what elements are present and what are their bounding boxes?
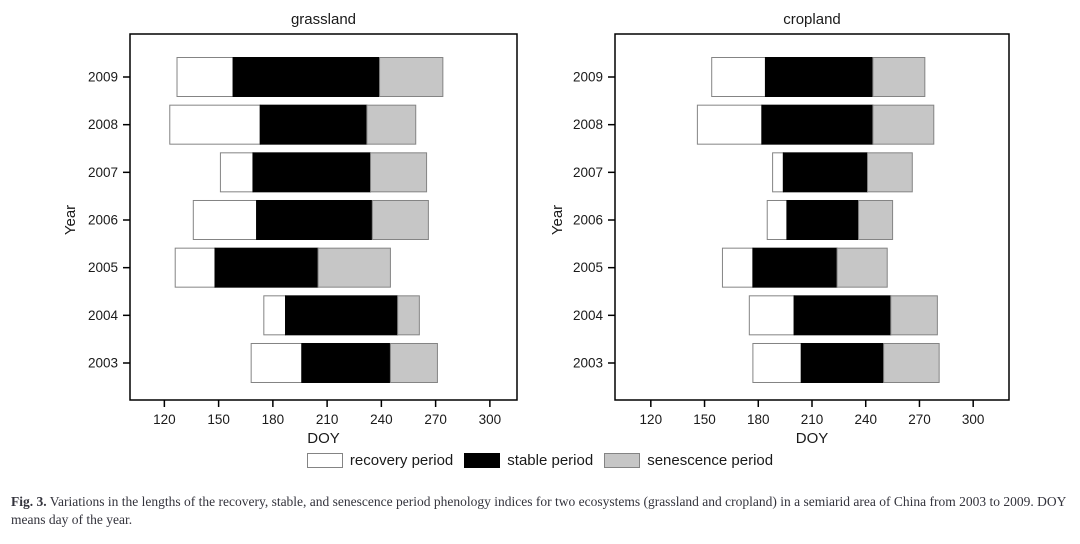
x-tick-label: 120 <box>640 412 663 427</box>
y-axis-label-cropland: Year <box>549 204 566 236</box>
bar-segment-stable-2009 <box>232 57 381 97</box>
x-tick-label: 180 <box>262 412 285 427</box>
bar-segment-senescence-2007 <box>867 152 913 193</box>
bar-segment-stable-2004 <box>793 295 892 336</box>
plot-box <box>129 33 518 401</box>
bar-segment-stable-2007 <box>782 152 869 193</box>
bar-segment-recovery-2009 <box>711 57 766 97</box>
bar-segment-senescence-2003 <box>389 342 438 383</box>
bar-segment-senescence-2005 <box>317 247 391 288</box>
bar-segment-senescence-2006 <box>858 199 894 240</box>
y-axis-label-grassland: Year <box>62 204 79 236</box>
bar-segment-senescence-2004 <box>397 295 420 336</box>
legend-item-senescence: senescence period <box>604 452 773 469</box>
bar-segment-senescence-2006 <box>371 199 429 240</box>
bar-segment-stable-2007 <box>252 152 372 193</box>
legend-label: stable period <box>507 452 594 469</box>
bar-segment-senescence-2004 <box>890 295 938 336</box>
x-tick-label: 300 <box>962 412 985 427</box>
legend-label: senescence period <box>647 452 774 469</box>
legend-label: recovery period <box>349 452 454 469</box>
caption-text: Variations in the lengths of the recover… <box>11 494 1066 527</box>
bar-segment-recovery-2007 <box>772 152 784 193</box>
bar-segment-senescence-2003 <box>883 342 940 383</box>
bar-segment-senescence-2008 <box>872 104 935 145</box>
y-tick-label: 2008 <box>573 117 603 132</box>
bar-segment-stable-2006 <box>786 199 860 240</box>
y-tick-label: 2006 <box>573 212 603 227</box>
bar-segment-stable-2008 <box>259 104 368 145</box>
bar-segment-recovery-2005 <box>721 247 754 288</box>
bar-segment-stable-2003 <box>800 342 885 383</box>
y-tick-label: 2008 <box>88 117 118 132</box>
bar-segment-stable-2009 <box>764 57 874 97</box>
bar-segment-stable-2003 <box>301 342 391 383</box>
x-tick-label: 270 <box>424 412 447 427</box>
x-tick-label: 240 <box>854 412 877 427</box>
y-tick-label: 2004 <box>88 308 119 323</box>
figure-caption: Fig. 3. Variations in the lengths of the… <box>11 493 1071 528</box>
bar-segment-senescence-2009 <box>379 57 444 97</box>
x-axis-label-cropland: DOY <box>795 430 829 447</box>
bar-segment-recovery-2005 <box>174 247 216 288</box>
bar-segment-recovery-2006 <box>192 199 258 240</box>
charts-canvas: 120 150 180 210 240 270 300 2009 2008 2007 2006 200… <box>88 33 1010 427</box>
x-tick-label: 120 <box>153 412 176 427</box>
bar-segment-recovery-2004 <box>263 295 287 336</box>
y-tick-label: 2004 <box>573 308 604 323</box>
bar-segment-recovery-2003 <box>752 342 802 383</box>
y-tick-label: 2005 <box>88 260 118 275</box>
x-tick-label: 210 <box>801 412 824 427</box>
chart-title-cropland: cropland <box>783 11 841 28</box>
bar-segment-recovery-2008 <box>169 104 261 145</box>
x-tick-label: 180 <box>747 412 770 427</box>
y-tick-label: 2009 <box>88 70 118 85</box>
legend-item-recovery: recovery period <box>306 452 454 469</box>
y-tick-label: 2009 <box>573 70 603 85</box>
bar-segment-stable-2005 <box>752 247 838 288</box>
bar-segment-stable-2006 <box>256 199 373 240</box>
legend: recovery period stable period senescence… <box>0 452 1080 469</box>
bar-segment-recovery-2009 <box>176 57 234 97</box>
bar-segment-recovery-2003 <box>250 342 303 383</box>
y-tick-label: 2007 <box>88 165 118 180</box>
y-tick-label: 2003 <box>573 355 603 370</box>
legend-item-stable: stable period <box>464 452 593 469</box>
y-tick-label: 2006 <box>88 212 118 227</box>
bar-segment-stable-2008 <box>761 104 874 145</box>
bar-segment-recovery-2006 <box>766 199 788 240</box>
bar-segment-recovery-2007 <box>219 152 254 193</box>
y-tick-label: 2003 <box>88 355 118 370</box>
x-tick-label: 270 <box>908 412 931 427</box>
bar-segment-stable-2004 <box>285 295 399 336</box>
chart-title-grassland: grassland <box>290 11 357 28</box>
senescence-swatch-icon <box>604 453 641 468</box>
bar-segment-senescence-2005 <box>836 247 888 288</box>
x-tick-label: 240 <box>370 412 393 427</box>
caption-figure-number: Fig. 3. <box>11 494 47 509</box>
x-tick-label: 150 <box>693 412 716 427</box>
x-axis-label-grassland: DOY <box>307 430 340 447</box>
recovery-swatch-icon <box>306 453 343 468</box>
bar-segment-senescence-2008 <box>366 104 417 145</box>
bar-segment-recovery-2004 <box>748 295 795 336</box>
bar-segment-senescence-2007 <box>370 152 428 193</box>
y-tick-label: 2007 <box>573 165 603 180</box>
x-tick-label: 150 <box>207 412 230 427</box>
x-tick-label: 210 <box>316 412 339 427</box>
x-tick-label: 300 <box>479 412 502 427</box>
y-tick-label: 2005 <box>573 260 603 275</box>
stable-swatch-icon <box>464 453 501 468</box>
bar-segment-stable-2005 <box>214 247 319 288</box>
bar-segment-recovery-2008 <box>696 104 763 145</box>
bar-segment-senescence-2009 <box>872 57 926 97</box>
